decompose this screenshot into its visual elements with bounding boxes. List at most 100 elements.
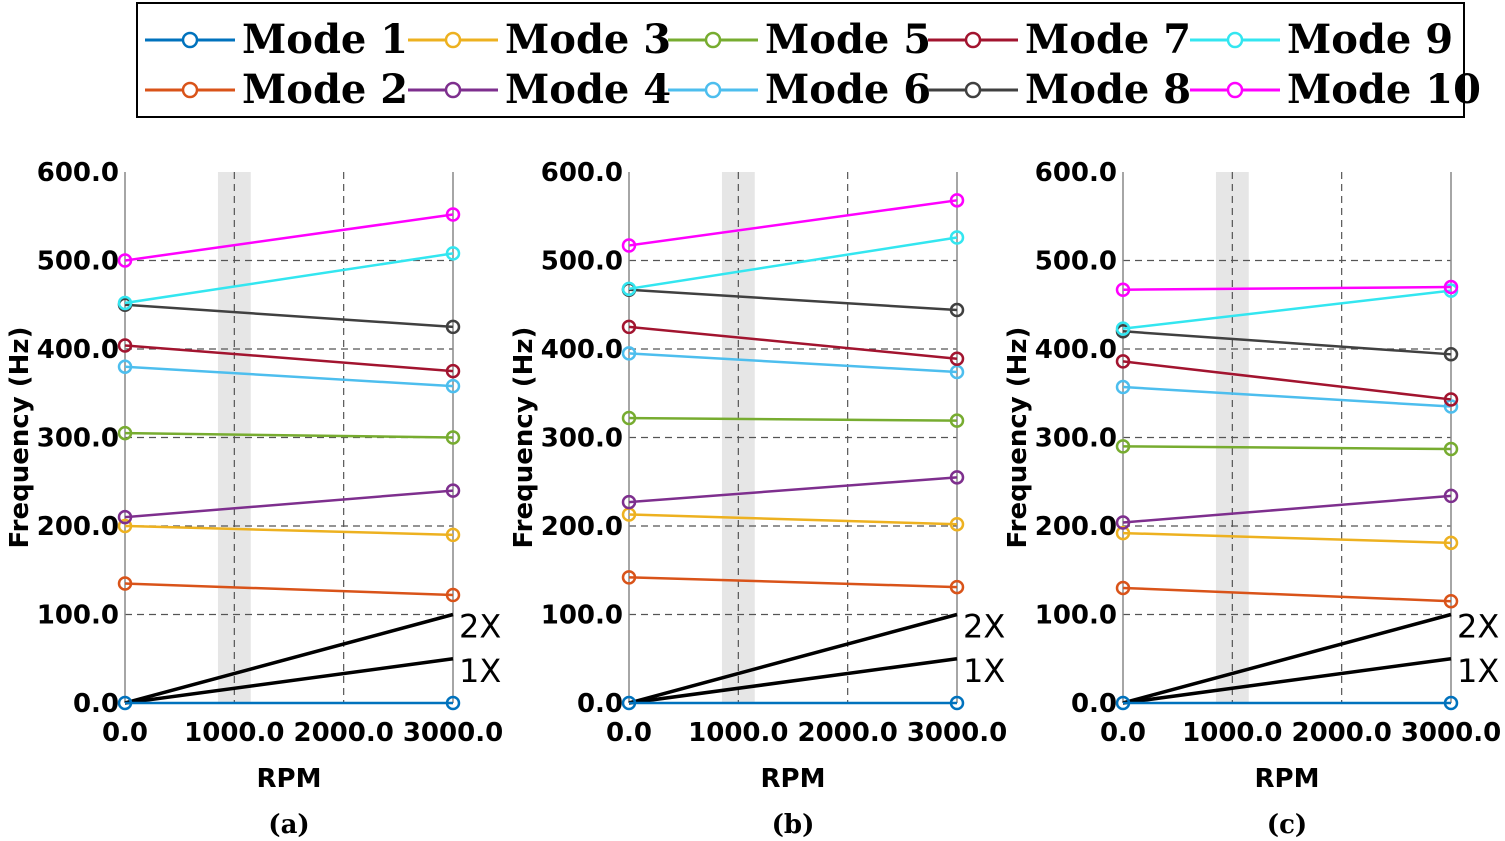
series-line [628, 199, 958, 247]
data-point [621, 281, 637, 297]
series-mode-5 [1115, 439, 1459, 457]
data-point [949, 579, 965, 595]
x-tick-label: 3000.0 [403, 718, 503, 748]
plot-panel: 0.0 100.0 200.0 300.0 400.0 500.0 600.0 0.0 1000… [5, 158, 503, 840]
y-tick-label: 300.0 [37, 424, 119, 454]
y-tick-label: 100.0 [37, 601, 119, 631]
series-mode-10 [1115, 279, 1459, 297]
legend-label: Mode 3 [505, 16, 671, 63]
data-point [621, 570, 637, 585]
y-tick-label: 100.0 [1035, 601, 1117, 631]
data-point [445, 378, 461, 394]
legend-marker [704, 81, 722, 99]
series-line [1122, 289, 1452, 330]
data-point [621, 410, 637, 426]
data-point [1115, 580, 1131, 596]
legend-entry: Mode 2 [145, 66, 408, 113]
y-tick-label: 600.0 [37, 158, 119, 188]
data-point [1115, 282, 1131, 297]
series-mode-1 [1115, 695, 1459, 711]
x-tick-label: 1000.0 [688, 718, 788, 748]
legend-entry: Mode 8 [928, 66, 1191, 113]
series-mode-3 [1115, 525, 1459, 551]
x-tick-label: 3000.0 [907, 718, 1007, 748]
x-axis-title: RPM [1255, 764, 1320, 794]
x-tick-label: 2000.0 [1291, 718, 1391, 748]
data-point [949, 516, 965, 532]
data-point [1115, 379, 1131, 395]
y-tick-label: 400.0 [37, 335, 119, 365]
data-point [1115, 354, 1131, 369]
series-mode-10 [117, 207, 461, 268]
data-point [949, 193, 965, 208]
y-tick-label: 600.0 [1035, 158, 1117, 188]
data-point [1443, 695, 1459, 711]
series-line [628, 476, 958, 504]
series-mode-10 [621, 193, 965, 253]
legend-entry: Mode 9 [1190, 16, 1453, 63]
y-axis-title: Frequency (Hz) [509, 327, 539, 549]
series-line [628, 325, 958, 360]
series-mode-4 [621, 470, 965, 510]
series-line [628, 513, 958, 526]
y-tick-label: 500.0 [1035, 247, 1117, 277]
series-line [124, 344, 454, 373]
y-tick-label: 400.0 [541, 335, 623, 365]
legend-box [136, 2, 1465, 118]
series-line [124, 213, 454, 262]
panel-caption: (a) [268, 810, 309, 840]
data-point [949, 470, 965, 485]
series-line [628, 352, 958, 374]
y-axis-title: Frequency (Hz) [5, 327, 35, 549]
series-mode-2 [117, 576, 461, 603]
y-tick-label: 400.0 [1035, 335, 1117, 365]
y-tick-label: 200.0 [541, 512, 623, 542]
series-line [124, 252, 454, 305]
data-point [445, 246, 461, 261]
series-line [1122, 285, 1452, 291]
x-tick-label: 1000.0 [1182, 718, 1282, 748]
data-point [621, 494, 637, 510]
data-point [1443, 535, 1459, 551]
series-line [628, 236, 958, 291]
legend-marker [964, 81, 982, 99]
series-line [628, 288, 958, 312]
data-point [1443, 488, 1459, 504]
y-tick-label: 0.0 [73, 689, 119, 719]
data-point [117, 518, 133, 534]
excitation-label: 1X [1457, 652, 1499, 690]
data-point [445, 695, 461, 711]
legend-marker [1226, 31, 1244, 49]
data-point [117, 253, 133, 268]
legend-entry: Mode 1 [145, 16, 408, 63]
data-point [117, 338, 133, 353]
data-point [117, 425, 133, 441]
series-line [1122, 360, 1452, 401]
y-tick-label: 300.0 [1035, 424, 1117, 454]
legend-marker [1226, 81, 1244, 99]
y-axis-title: Frequency (Hz) [1003, 327, 1033, 549]
data-point [949, 364, 965, 380]
x-tick-label: 0.0 [102, 718, 148, 748]
legend-label: Mode 5 [765, 16, 931, 63]
series-line [628, 576, 958, 589]
legend-label: Mode 4 [505, 66, 671, 113]
series-mode-3 [117, 518, 461, 543]
data-point [445, 527, 461, 543]
series-mode-6 [621, 346, 965, 380]
legend-entry: Mode 10 [1190, 66, 1481, 113]
legend-label: Mode 10 [1287, 66, 1481, 113]
legend-marker [181, 81, 199, 99]
legend-entry: Mode 4 [408, 66, 671, 113]
y-tick-label: 200.0 [1035, 512, 1117, 542]
legend-entry: Mode 3 [408, 16, 671, 63]
data-point [1443, 399, 1459, 414]
data-point [621, 695, 637, 711]
excitation-line-2x [1122, 612, 1452, 705]
y-tick-label: 300.0 [541, 424, 623, 454]
legend-marker [704, 31, 722, 49]
legend-label: Mode 6 [765, 66, 931, 113]
data-point [949, 230, 965, 245]
legend-marker [444, 81, 462, 99]
